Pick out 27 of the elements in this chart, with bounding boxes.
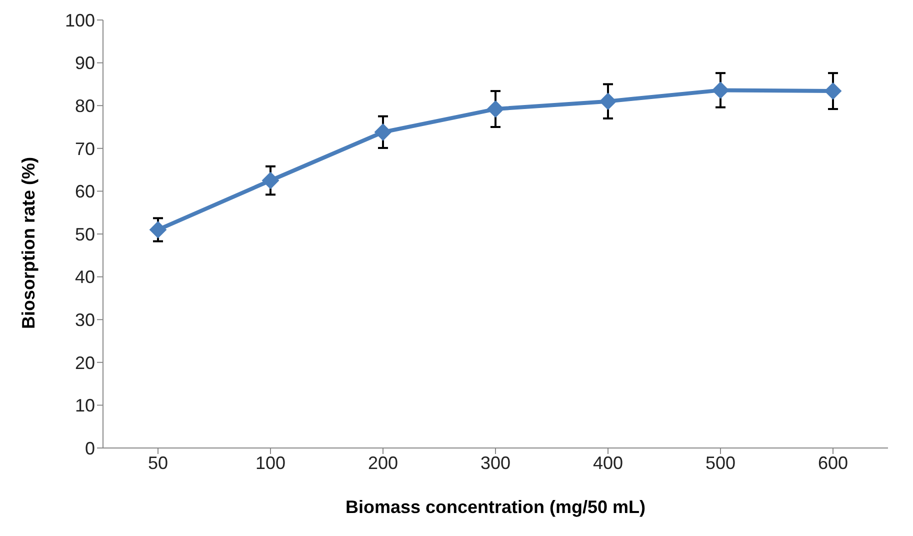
y-tick-label: 30	[74, 310, 95, 330]
point	[824, 82, 842, 100]
point	[487, 100, 504, 118]
y-tick-label: 90	[74, 53, 95, 74]
x-axis-title: Biomass concentration (mg/50 mL)	[345, 497, 646, 517]
y-tick-label: 40	[74, 267, 95, 288]
y-axis-title: Biosorption rate (%)	[18, 156, 38, 329]
x-tick-label: 400	[592, 452, 624, 473]
y-tick-label: 50	[74, 224, 95, 244]
x-tick-label: 500	[705, 452, 736, 473]
x-tick-label: 100	[255, 452, 286, 473]
x-tick-label: 300	[480, 452, 511, 473]
x-tick-label: 200	[368, 452, 398, 473]
y-tick-label: 100	[64, 10, 95, 30]
y-tick-label: 70	[74, 138, 95, 159]
y-tick-label: 10	[74, 396, 95, 416]
x-tick-label: 50	[148, 452, 168, 473]
y-tick-label: 0	[84, 438, 95, 458]
point	[712, 82, 729, 99]
point	[374, 124, 392, 141]
point	[262, 172, 279, 189]
y-tick-label: 20	[74, 352, 95, 373]
x-tick-label: 600	[818, 452, 848, 473]
y-tick-label: 80	[74, 96, 95, 116]
point	[150, 221, 166, 238]
y-tick-label: 60	[74, 182, 95, 202]
point	[600, 92, 616, 110]
